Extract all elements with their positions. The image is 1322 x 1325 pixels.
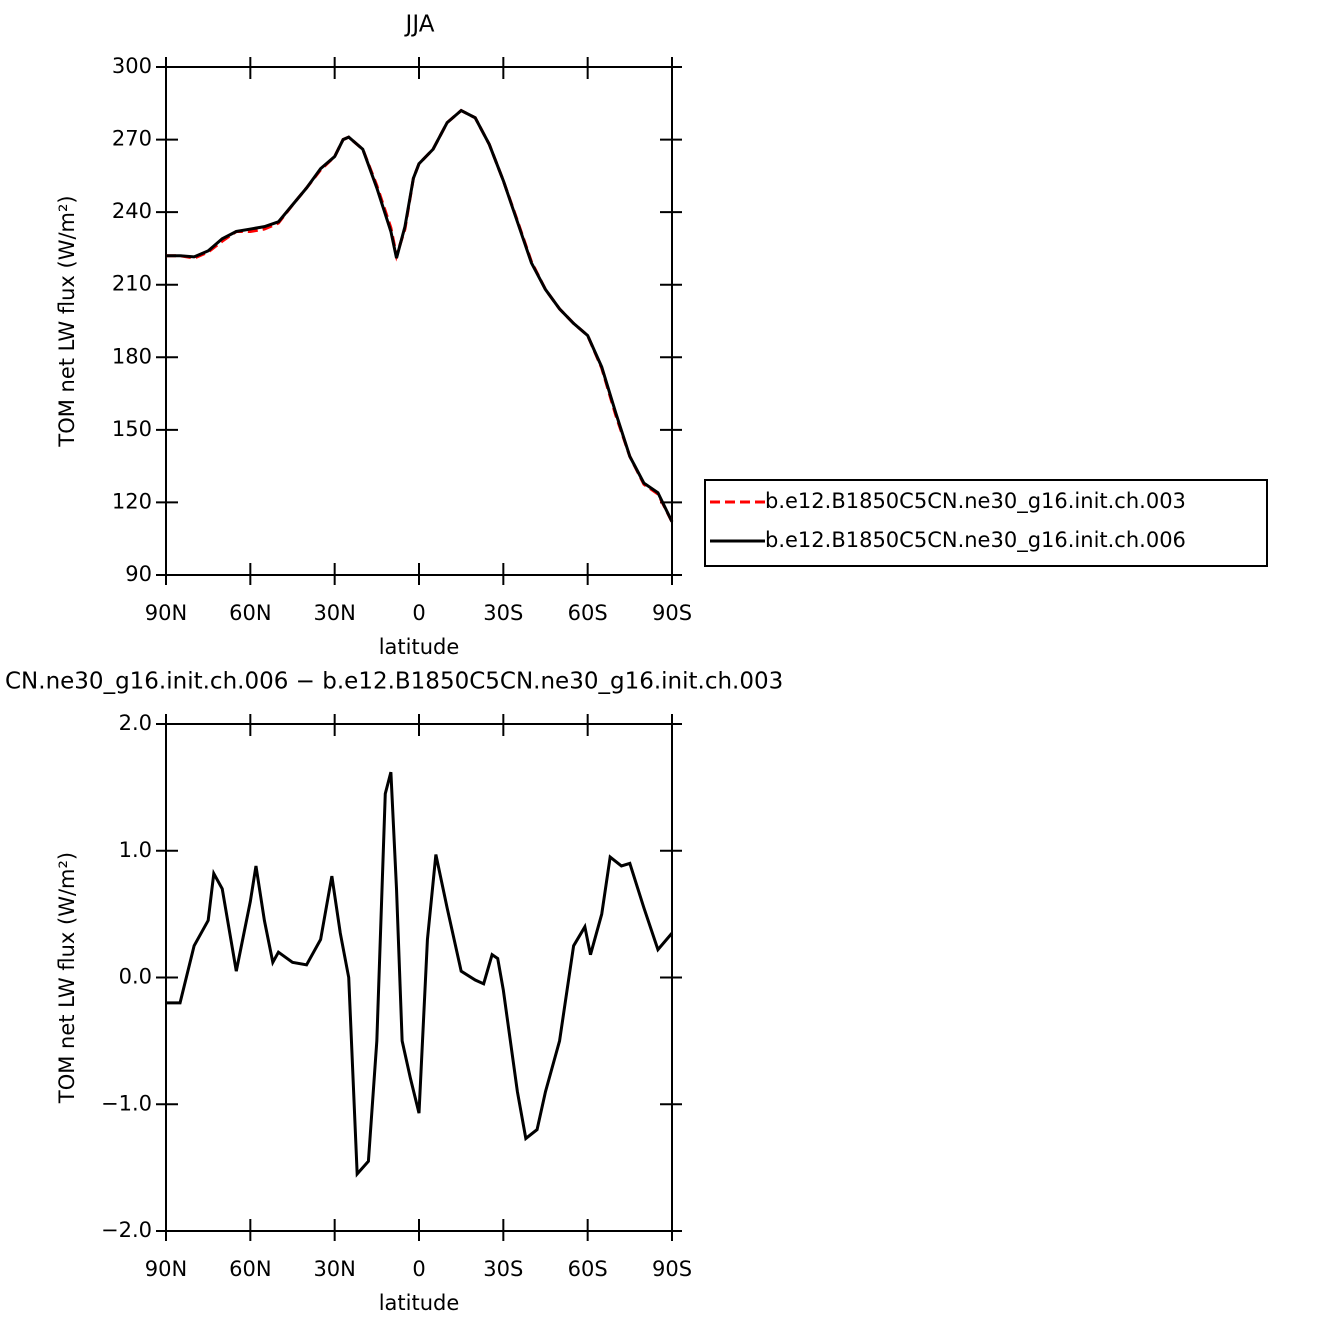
x-tick-label: 90N [145,1257,187,1281]
x-tick-label: 60S [568,1257,608,1281]
x-tick-label: 30S [483,601,523,625]
x-axis-label: latitude [379,635,460,659]
x-tick-label: 30N [313,1257,355,1281]
y-tick-label: 210 [112,272,152,296]
x-axis-label: latitude [379,1291,460,1315]
y-tick-label: 1.0 [119,838,152,862]
y-tick-label: 270 [112,127,152,151]
x-tick-label: 0 [412,601,425,625]
y-tick-label: 2.0 [119,711,152,735]
y-tick-label: 90 [125,562,152,586]
y-axis-label: TOM net LW flux (W/m²) [55,195,79,447]
x-tick-label: 90S [652,1257,692,1281]
y-tick-label: 180 [112,344,152,368]
y-tick-label: 240 [112,199,152,223]
plot-frame [165,66,673,576]
x-tick-label: 60S [568,601,608,625]
x-tick-label: 90S [652,601,692,625]
y-tick-label: 0.0 [119,965,152,989]
legend-label: b.e12.B1850C5CN.ne30_g16.init.ch.006 [765,528,1186,553]
x-tick-label: 90N [145,601,187,625]
y-tick-label: 150 [112,417,152,441]
x-tick-label: 0 [412,1257,425,1281]
y-tick-label: −2.0 [101,1218,152,1242]
data-line [166,771,674,1178]
data-line [166,108,674,523]
legend-box [704,479,1268,567]
chart-title: CN.ne30_g16.init.ch.006 − b.e12.B1850C5C… [5,669,783,695]
plot-frame [165,723,673,1232]
data-line [166,108,674,523]
chart-title: JJA [404,12,435,38]
x-tick-label: 60N [229,601,271,625]
y-axis-label: TOM net LW flux (W/m²) [55,852,79,1104]
legend-label: b.e12.B1850C5CN.ne30_g16.init.ch.003 [765,489,1186,514]
y-tick-label: 300 [112,54,152,78]
x-tick-label: 30N [313,601,355,625]
x-tick-label: 60N [229,1257,271,1281]
x-tick-label: 30S [483,1257,523,1281]
y-tick-label: −1.0 [101,1091,152,1115]
y-tick-label: 120 [112,489,152,513]
